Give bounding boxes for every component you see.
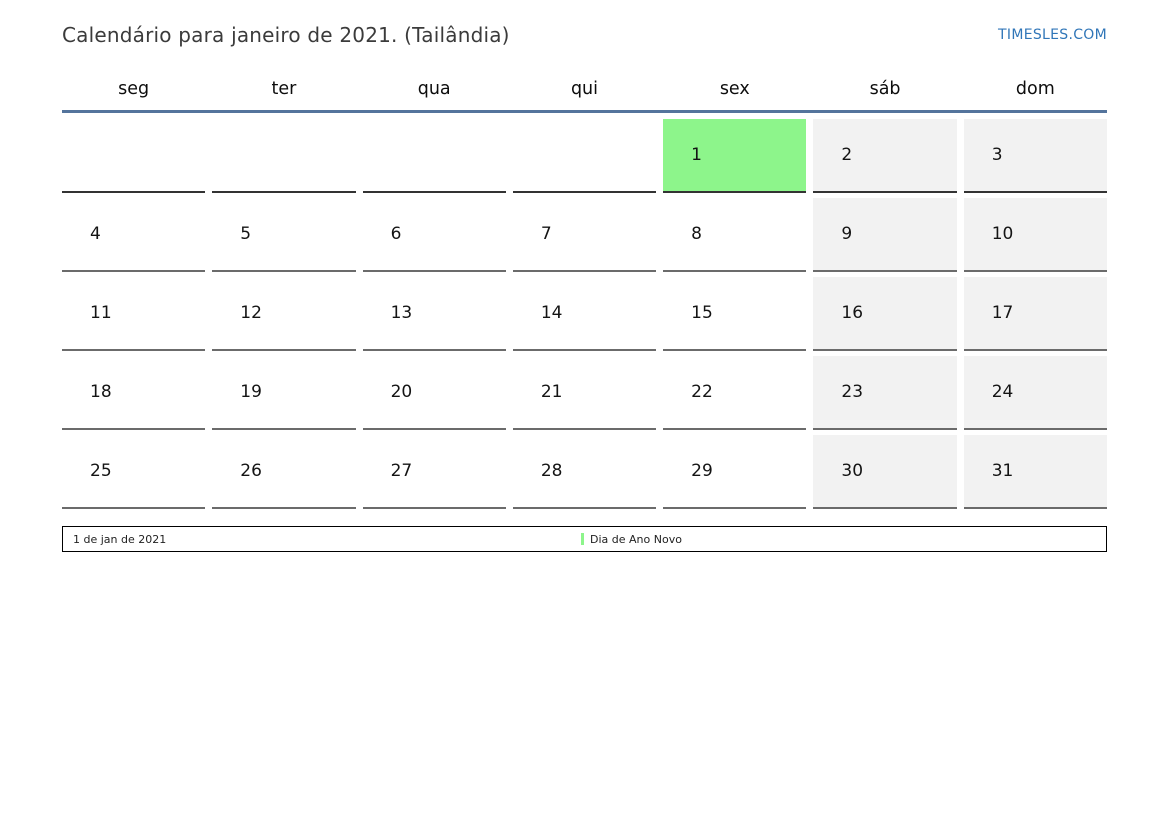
legend-holiday: Dia de Ano Novo (581, 527, 682, 551)
empty-cell (512, 119, 657, 193)
empty-cell (212, 119, 356, 193)
day-cell-27: 27 (362, 435, 506, 509)
legend-bar: 1 de jan de 2021 Dia de Ano Novo (62, 526, 1107, 552)
weekday-header-row: seg ter qua qui sex sáb dom (62, 50, 1107, 113)
legend-holiday-label: Dia de Ano Novo (590, 532, 682, 546)
day-cell-22: 22 (663, 356, 807, 430)
day-cell-12: 12 (212, 277, 356, 351)
day-cell-6: 6 (362, 198, 506, 272)
day-cell-25: 25 (62, 435, 206, 509)
weekday-header-seg: seg (118, 78, 150, 99)
day-cell-28: 28 (512, 435, 657, 509)
day-cell-17: 17 (963, 277, 1107, 351)
page-title: Calendário para janeiro de 2021. (Tailân… (62, 23, 510, 47)
day-cell-24: 24 (963, 356, 1107, 430)
day-cell-1: 1 (663, 119, 807, 193)
legend-date: 1 de jan de 2021 (73, 532, 167, 546)
day-cell-10: 10 (963, 198, 1107, 272)
day-cell-3: 3 (963, 119, 1107, 193)
day-cell-13: 13 (362, 277, 506, 351)
day-cell-30: 30 (813, 435, 957, 509)
weekday-header-qui: qui (570, 78, 599, 99)
weekday-header-sáb: sáb (869, 78, 901, 99)
brand-link[interactable]: TIMESLES.COM (998, 27, 1107, 43)
empty-cell (62, 119, 206, 193)
day-cell-19: 19 (212, 356, 356, 430)
day-cell-15: 15 (663, 277, 807, 351)
day-cell-8: 8 (663, 198, 807, 272)
day-cell-9: 9 (813, 198, 957, 272)
weekday-header-sex: sex (719, 78, 750, 99)
day-cell-21: 21 (512, 356, 657, 430)
day-cell-4: 4 (62, 198, 206, 272)
day-cell-26: 26 (212, 435, 356, 509)
day-cell-31: 31 (963, 435, 1107, 509)
day-cell-18: 18 (62, 356, 206, 430)
day-cell-14: 14 (512, 277, 657, 351)
day-cell-7: 7 (512, 198, 657, 272)
day-cell-20: 20 (362, 356, 506, 430)
weekday-header-dom: dom (1015, 78, 1055, 99)
day-cell-16: 16 (813, 277, 957, 351)
day-cell-11: 11 (62, 277, 206, 351)
day-cell-5: 5 (212, 198, 356, 272)
top-bar: Calendário para janeiro de 2021. (Tailân… (62, 0, 1107, 50)
calendar-page: Calendário para janeiro de 2021. (Tailân… (62, 0, 1107, 552)
holiday-marker-icon (581, 533, 584, 545)
weekday-header-ter: ter (271, 78, 297, 99)
empty-cell (362, 119, 506, 193)
weekday-header-qua: qua (417, 78, 451, 99)
day-cell-29: 29 (663, 435, 807, 509)
day-cell-23: 23 (813, 356, 957, 430)
day-cell-2: 2 (813, 119, 957, 193)
calendar-grid: 1 2 3 4 5 6 7 8 9 10 11 12 13 14 15 16 17 18 19 20 21 22 23 24 2… (62, 113, 1107, 509)
